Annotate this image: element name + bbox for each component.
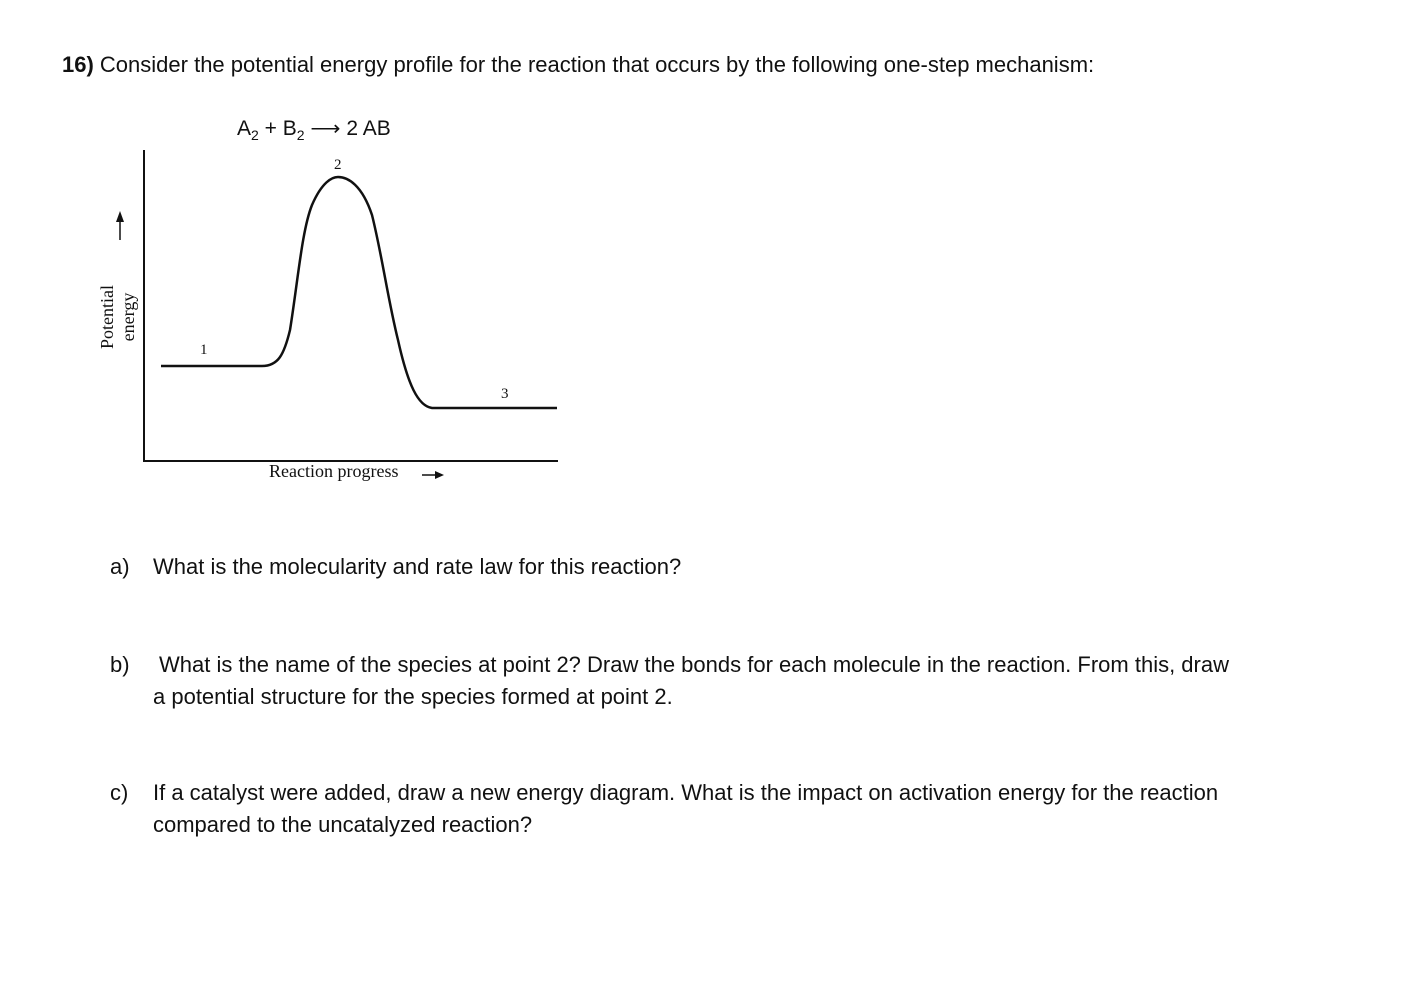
eq-arrow: ⟶ xyxy=(304,117,347,140)
y-axis-label: Potential energy xyxy=(97,285,138,349)
x-axis-label: Reaction progress xyxy=(269,461,399,481)
part-c: c) If a catalyst were added, draw a new e… xyxy=(110,777,1370,841)
part-a: a) What is the molecularity and rate law … xyxy=(110,551,681,583)
part-b-label: b) xyxy=(110,652,130,677)
question-number: 16) xyxy=(62,52,94,77)
reaction-equation: A2 + B2 ⟶ 2 AB xyxy=(237,116,391,143)
part-b-text-2: a potential structure for the species fo… xyxy=(153,684,673,709)
part-c-text: If a catalyst were added, draw a new ene… xyxy=(153,780,1219,805)
point-label-3: 3 xyxy=(501,386,509,402)
eq-sub1: 2 xyxy=(251,127,259,144)
part-b-text: What is the name of the species at point… xyxy=(159,652,1229,677)
point-label-2: 2 xyxy=(334,157,342,173)
part-a-text: What is the molecularity and rate law fo… xyxy=(153,554,682,579)
point-label-1: 1 xyxy=(200,342,208,358)
energy-curve xyxy=(161,175,557,410)
eq-product: 2 AB xyxy=(346,117,391,140)
part-b: b) What is the name of the species at poi… xyxy=(110,649,1370,713)
part-c-label: c) xyxy=(110,780,129,805)
question-text: Consider the potential energy profile fo… xyxy=(99,52,1095,77)
question-header: 16) Consider the potential energy profil… xyxy=(62,52,1094,78)
eq-b: + B xyxy=(258,117,297,140)
eq-a: A xyxy=(237,117,252,140)
arrow-right-icon xyxy=(422,471,444,479)
part-a-label: a) xyxy=(110,554,130,579)
eq-sub2: 2 xyxy=(296,127,305,144)
y-label-arrow-icon xyxy=(116,211,124,240)
part-c-text-2: compared to the uncatalyzed reaction? xyxy=(153,812,533,837)
